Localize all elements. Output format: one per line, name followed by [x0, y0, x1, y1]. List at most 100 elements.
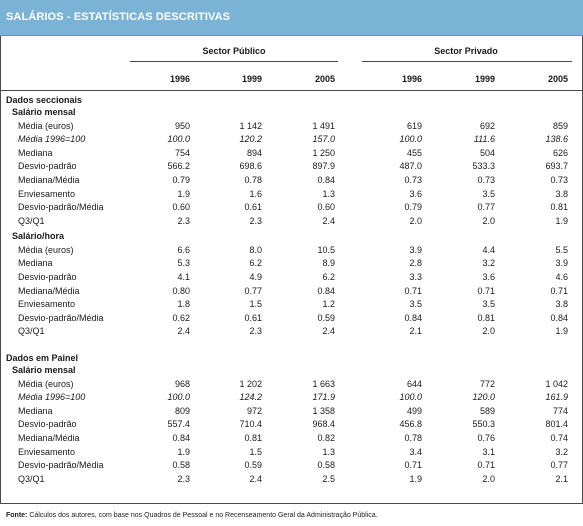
table-cell: 1 250	[312, 147, 335, 158]
table-cell: 0.60	[317, 202, 335, 213]
table-title: SALÁRIOS - ESTATÍSTICAS DESCRITIVAS	[6, 11, 231, 23]
table-cell: 754	[174, 147, 190, 158]
table-cell: 0.84	[404, 312, 422, 323]
table-cell: 3.5	[482, 299, 495, 310]
table-cell: 1.9	[555, 326, 568, 337]
table-cell: 157.0	[312, 134, 335, 145]
table-cell: 0.82	[317, 432, 335, 443]
table-cell: 3.6	[409, 188, 422, 199]
table-cell: 950	[174, 120, 190, 131]
row-label: Q3/Q1	[18, 326, 45, 337]
table-cell: 2.5	[322, 473, 335, 484]
table-cell: 4.1	[177, 272, 190, 282]
table-row: Mediana/Média 0.80 0.77 0.84 0.71 0.71 0.71	[0, 286, 583, 299]
table-cell: 1.9	[409, 473, 422, 484]
table-row: Q3/Q1 2.4 2.3 2.4 2.1 2.0 1.9	[0, 326, 583, 339]
year-header-private-2005: 2005	[547, 74, 568, 84]
row-label: Desvio-padrão	[18, 161, 77, 172]
table-cell: 4.4	[482, 244, 495, 255]
table-bottom-rule	[0, 503, 583, 504]
table-cell: 3.6	[482, 272, 495, 282]
table-cell: 0.59	[317, 312, 335, 323]
block-title: Salário mensal	[12, 107, 76, 117]
table-cell: 693.7	[545, 161, 568, 172]
block-title: Salário mensal	[12, 365, 76, 375]
table-cell: 550.3	[472, 419, 495, 430]
table-cell: 0.84	[550, 312, 568, 323]
table-cell: 1.5	[249, 446, 262, 457]
row-label: Mediana	[18, 405, 53, 416]
table-cell: 698.6	[239, 161, 262, 172]
table-cell: 2.3	[177, 215, 190, 226]
table-cell: 0.59	[244, 460, 262, 471]
table-cell: 0.61	[244, 312, 262, 323]
table-cell: 1 142	[239, 120, 262, 131]
table-cell: 100.0	[167, 134, 190, 145]
table-row: Mediana 5.3 6.2 8.9 2.8 3.2 3.9	[0, 258, 583, 271]
row-label: Média (euros)	[18, 378, 74, 389]
table-cell: 2.4	[322, 326, 335, 337]
year-header-public-1996: 1996	[169, 74, 190, 84]
table-cell: 3.4	[409, 446, 422, 457]
table-cell: 0.62	[172, 312, 190, 323]
table-cell: 0.71	[404, 460, 422, 471]
row-label: Mediana	[18, 258, 53, 269]
table-cell: 8.0	[249, 244, 262, 255]
year-header-private-1996: 1996	[401, 74, 422, 84]
table-cell: 1.2	[322, 299, 335, 310]
table-row: Mediana 809 972 1 358 499 589 774	[0, 406, 583, 419]
table-cell: 972	[246, 405, 262, 416]
row-label: Q3/Q1	[18, 215, 45, 226]
table-cell: 1 042	[545, 378, 568, 389]
table-cell: 0.80	[172, 285, 190, 296]
table-cell: 2.1	[555, 473, 568, 484]
table-cell: 2.0	[482, 473, 495, 484]
table-cell: 3.9	[555, 258, 568, 269]
table-cell: 456.8	[399, 419, 422, 430]
table-cell: 772	[479, 378, 495, 389]
table-cell: 2.4	[177, 326, 190, 337]
table-cell: 0.78	[244, 174, 262, 185]
table-cell: 0.73	[404, 174, 422, 185]
table-cell: 1.9	[555, 215, 568, 226]
table-cell: 3.8	[555, 299, 568, 310]
table-cell: 171.9	[312, 392, 335, 403]
table-cell: 0.71	[477, 460, 495, 471]
row-label: Desvio-padrão	[18, 272, 77, 282]
block-title: Salário/hora	[12, 231, 65, 242]
table-cell: 968	[174, 378, 190, 389]
table-row: Desvio-padrão 557.4 710.4 968.4 456.8 550.3 80…	[0, 419, 583, 432]
table-cell: 3.9	[409, 244, 422, 255]
table-cell: 2.1	[409, 326, 422, 337]
table-cell: 619	[406, 120, 422, 131]
table-row: Média (euros) 6.6 8.0 10.5 3.9 4.4 5.5	[0, 245, 583, 258]
table-cell: 1.3	[322, 188, 335, 199]
table-row: Mediana/Média 0.79 0.78 0.84 0.73 0.73 0.73	[0, 175, 583, 188]
footnote-prefix: Fonte:	[6, 512, 28, 519]
table-cell: 504	[479, 147, 495, 158]
row-label: Mediana	[18, 147, 53, 158]
table-cell: 100.0	[167, 392, 190, 403]
table-cell: 3.5	[482, 188, 495, 199]
table-cell: 0.76	[477, 432, 495, 443]
table-cell: 0.58	[172, 460, 190, 471]
table-cell: 0.71	[550, 285, 568, 296]
table-cell: 2.4	[249, 473, 262, 484]
section-title: Dados seccionais	[6, 95, 83, 105]
table-cell: 0.60	[172, 202, 190, 213]
table-cell: 0.73	[477, 174, 495, 185]
table-row: Q3/Q1 2.3 2.4 2.5 1.9 2.0 2.1	[0, 474, 583, 487]
table-cell: 0.81	[477, 312, 495, 323]
table-cell: 1 358	[312, 405, 335, 416]
row-label: Mediana/Média	[18, 174, 80, 185]
table-cell: 8.9	[322, 258, 335, 269]
table-cell: 2.8	[409, 258, 422, 269]
table-cell: 100.0	[399, 392, 422, 403]
table-cell: 2.0	[482, 215, 495, 226]
row-label: Enviesamento	[18, 188, 76, 199]
table-row: Mediana/Média 0.84 0.81 0.82 0.78 0.76 0.74	[0, 433, 583, 446]
table-cell: 2.0	[482, 326, 495, 337]
row-label: Mediana/Média	[18, 432, 80, 443]
table-cell: 3.2	[555, 446, 568, 457]
year-header-private-1999: 1999	[474, 74, 495, 84]
